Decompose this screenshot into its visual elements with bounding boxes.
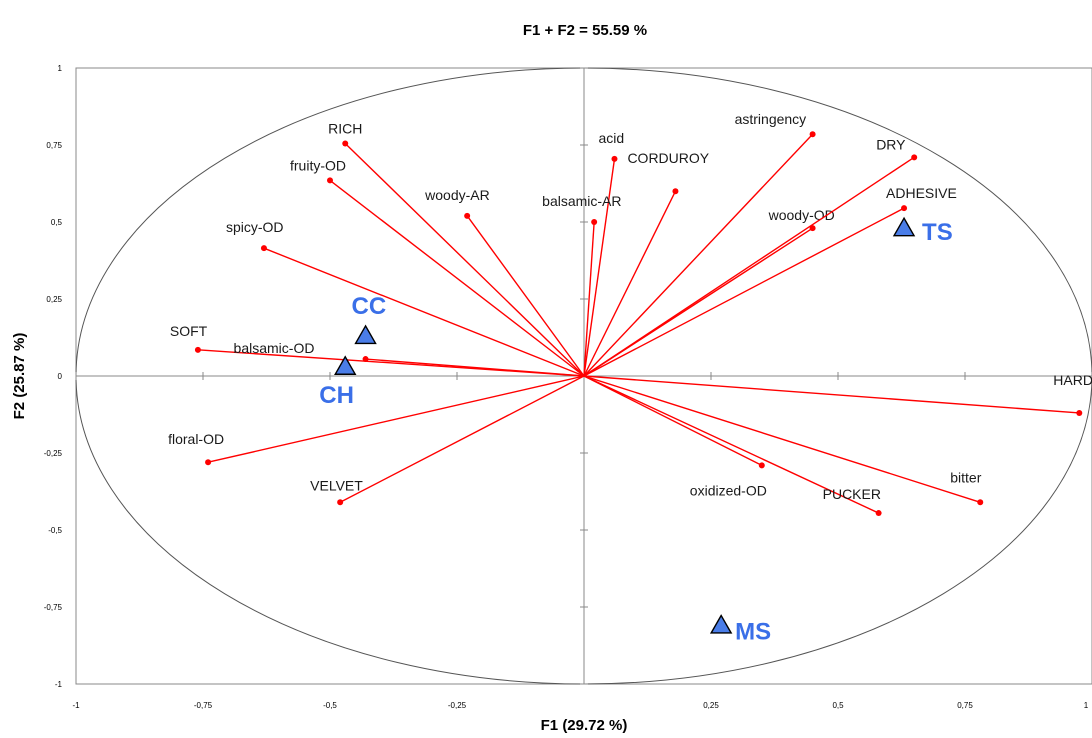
vector-velvet: [339, 375, 585, 503]
x-tick-label: 1: [1084, 701, 1089, 710]
variable-label-rich: RICH: [328, 120, 362, 136]
vector-woody-ar: [466, 215, 585, 377]
y-tick-label: -0,25: [44, 449, 63, 458]
x-ticks: -1 -0,75 -0,5 -0,25 0,25 0,5 0,75 1: [72, 372, 1092, 710]
vector-point-woody-ar: [464, 212, 471, 219]
variable-label-woody-od: woody-OD: [768, 207, 835, 223]
observation-label-cc: CC: [352, 293, 387, 320]
variable-label-oxidized-od: oxidized-OD: [690, 482, 767, 498]
y-tick-label: -0,75: [44, 603, 63, 612]
vector-hard: [583, 375, 1080, 414]
y-ticks: -1 -0,75 -0,5 -0,25 0 0,25 0,5 0,75 1: [44, 64, 588, 689]
y-tick-label: 0,5: [51, 218, 63, 227]
y-tick-label: 0,25: [46, 295, 62, 304]
vector-floral-od: [207, 375, 585, 463]
variable-label-balsamic-ar: balsamic-AR: [542, 193, 621, 209]
x-axis-title: F1 (29.72 %): [541, 717, 628, 734]
chart-title: F1 + F2 = 55.59 %: [523, 22, 647, 39]
vector-rich: [344, 142, 585, 377]
y-tick-label: 0: [58, 372, 63, 381]
y-tick-label: -1: [55, 680, 63, 689]
variable-label-adhesive: ADHESIVE: [886, 185, 957, 201]
x-tick-label: -0,5: [323, 701, 337, 710]
observation-marker-cc: [354, 324, 377, 345]
vector-point-astringency: [809, 131, 816, 138]
variable-label-velvet: VELVET: [310, 477, 363, 493]
variable-label-floral-od: floral-OD: [168, 431, 224, 447]
observation-label-ch: CH: [319, 382, 354, 409]
y-axis-title: F2 (25.87 %): [11, 333, 28, 420]
vector-point-pucker: [875, 510, 882, 517]
variable-label-corduroy: CORDUROY: [627, 150, 709, 166]
vector-oxidized-od: [583, 375, 763, 466]
vector-acid: [583, 158, 616, 377]
vector-point-acid: [611, 155, 618, 162]
variable-label-dry: DRY: [876, 136, 906, 152]
vector-point-adhesive: [901, 205, 908, 212]
x-tick-label: -0,25: [448, 701, 467, 710]
vector-point-oxidized-od: [758, 462, 765, 469]
vector-point-bitter: [977, 499, 984, 506]
variable-label-woody-ar: woody-AR: [424, 187, 490, 203]
vector-astringency: [583, 133, 814, 377]
observation-marker-ch: [334, 355, 357, 375]
vector-balsamic-od: [365, 358, 585, 377]
variable-label-acid: acid: [598, 130, 624, 146]
variable-label-astringency: astringency: [735, 111, 807, 127]
x-tick-label: 0,25: [703, 701, 719, 710]
observation-label-ts: TS: [922, 219, 953, 246]
y-tick-label: 1: [58, 64, 63, 73]
variable-label-balsamic-od: balsamic-OD: [234, 340, 315, 356]
vector-fruity-od: [329, 179, 585, 377]
variable-vectors: RICH fruity-OD woody-AR spicy-OD SOFT balsami…: [168, 111, 1092, 517]
observation-marker-ms: [709, 614, 733, 634]
vector-spicy-od: [263, 247, 585, 377]
vector-point-soft: [194, 346, 201, 353]
vector-bitter: [583, 375, 981, 503]
observation-label-ms: MS: [735, 618, 771, 645]
vector-point-fruity-od: [327, 177, 333, 184]
x-tick-label: -1: [72, 701, 80, 710]
vector-balsamic-ar: [583, 221, 595, 377]
vector-corduroy: [583, 190, 677, 377]
y-tick-label: -0,5: [48, 526, 62, 535]
variable-label-fruity-od: fruity-OD: [290, 157, 346, 173]
vector-pucker: [583, 375, 879, 514]
observation-points: CC CH TS MS: [319, 216, 953, 645]
vector-point-corduroy: [672, 188, 679, 195]
vector-point-spicy-od: [260, 245, 267, 252]
vector-point-balsamic-ar: [591, 219, 598, 225]
vector-point-woody-od: [809, 225, 816, 232]
vector-point-balsamic-od: [362, 356, 369, 363]
vector-adhesive: [583, 207, 905, 377]
variable-label-soft: SOFT: [170, 323, 208, 339]
vector-dry: [583, 156, 915, 377]
vector-point-hard: [1076, 409, 1083, 416]
x-tick-label: 0,5: [832, 701, 844, 710]
vector-point-rich: [342, 140, 349, 147]
variable-label-bitter: bitter: [950, 469, 981, 485]
variable-label-spicy-od: spicy-OD: [226, 219, 284, 235]
y-tick-label: 0,75: [46, 141, 62, 150]
variable-label-hard: HARD: [1053, 372, 1092, 388]
vector-point-dry: [911, 154, 918, 161]
vector-point-velvet: [337, 499, 344, 506]
x-tick-label: -0,75: [194, 701, 213, 710]
vector-point-floral-od: [205, 459, 212, 466]
observation-marker-ts: [892, 216, 916, 237]
variable-label-pucker: PUCKER: [823, 486, 881, 502]
x-tick-label: 0,75: [957, 701, 973, 710]
